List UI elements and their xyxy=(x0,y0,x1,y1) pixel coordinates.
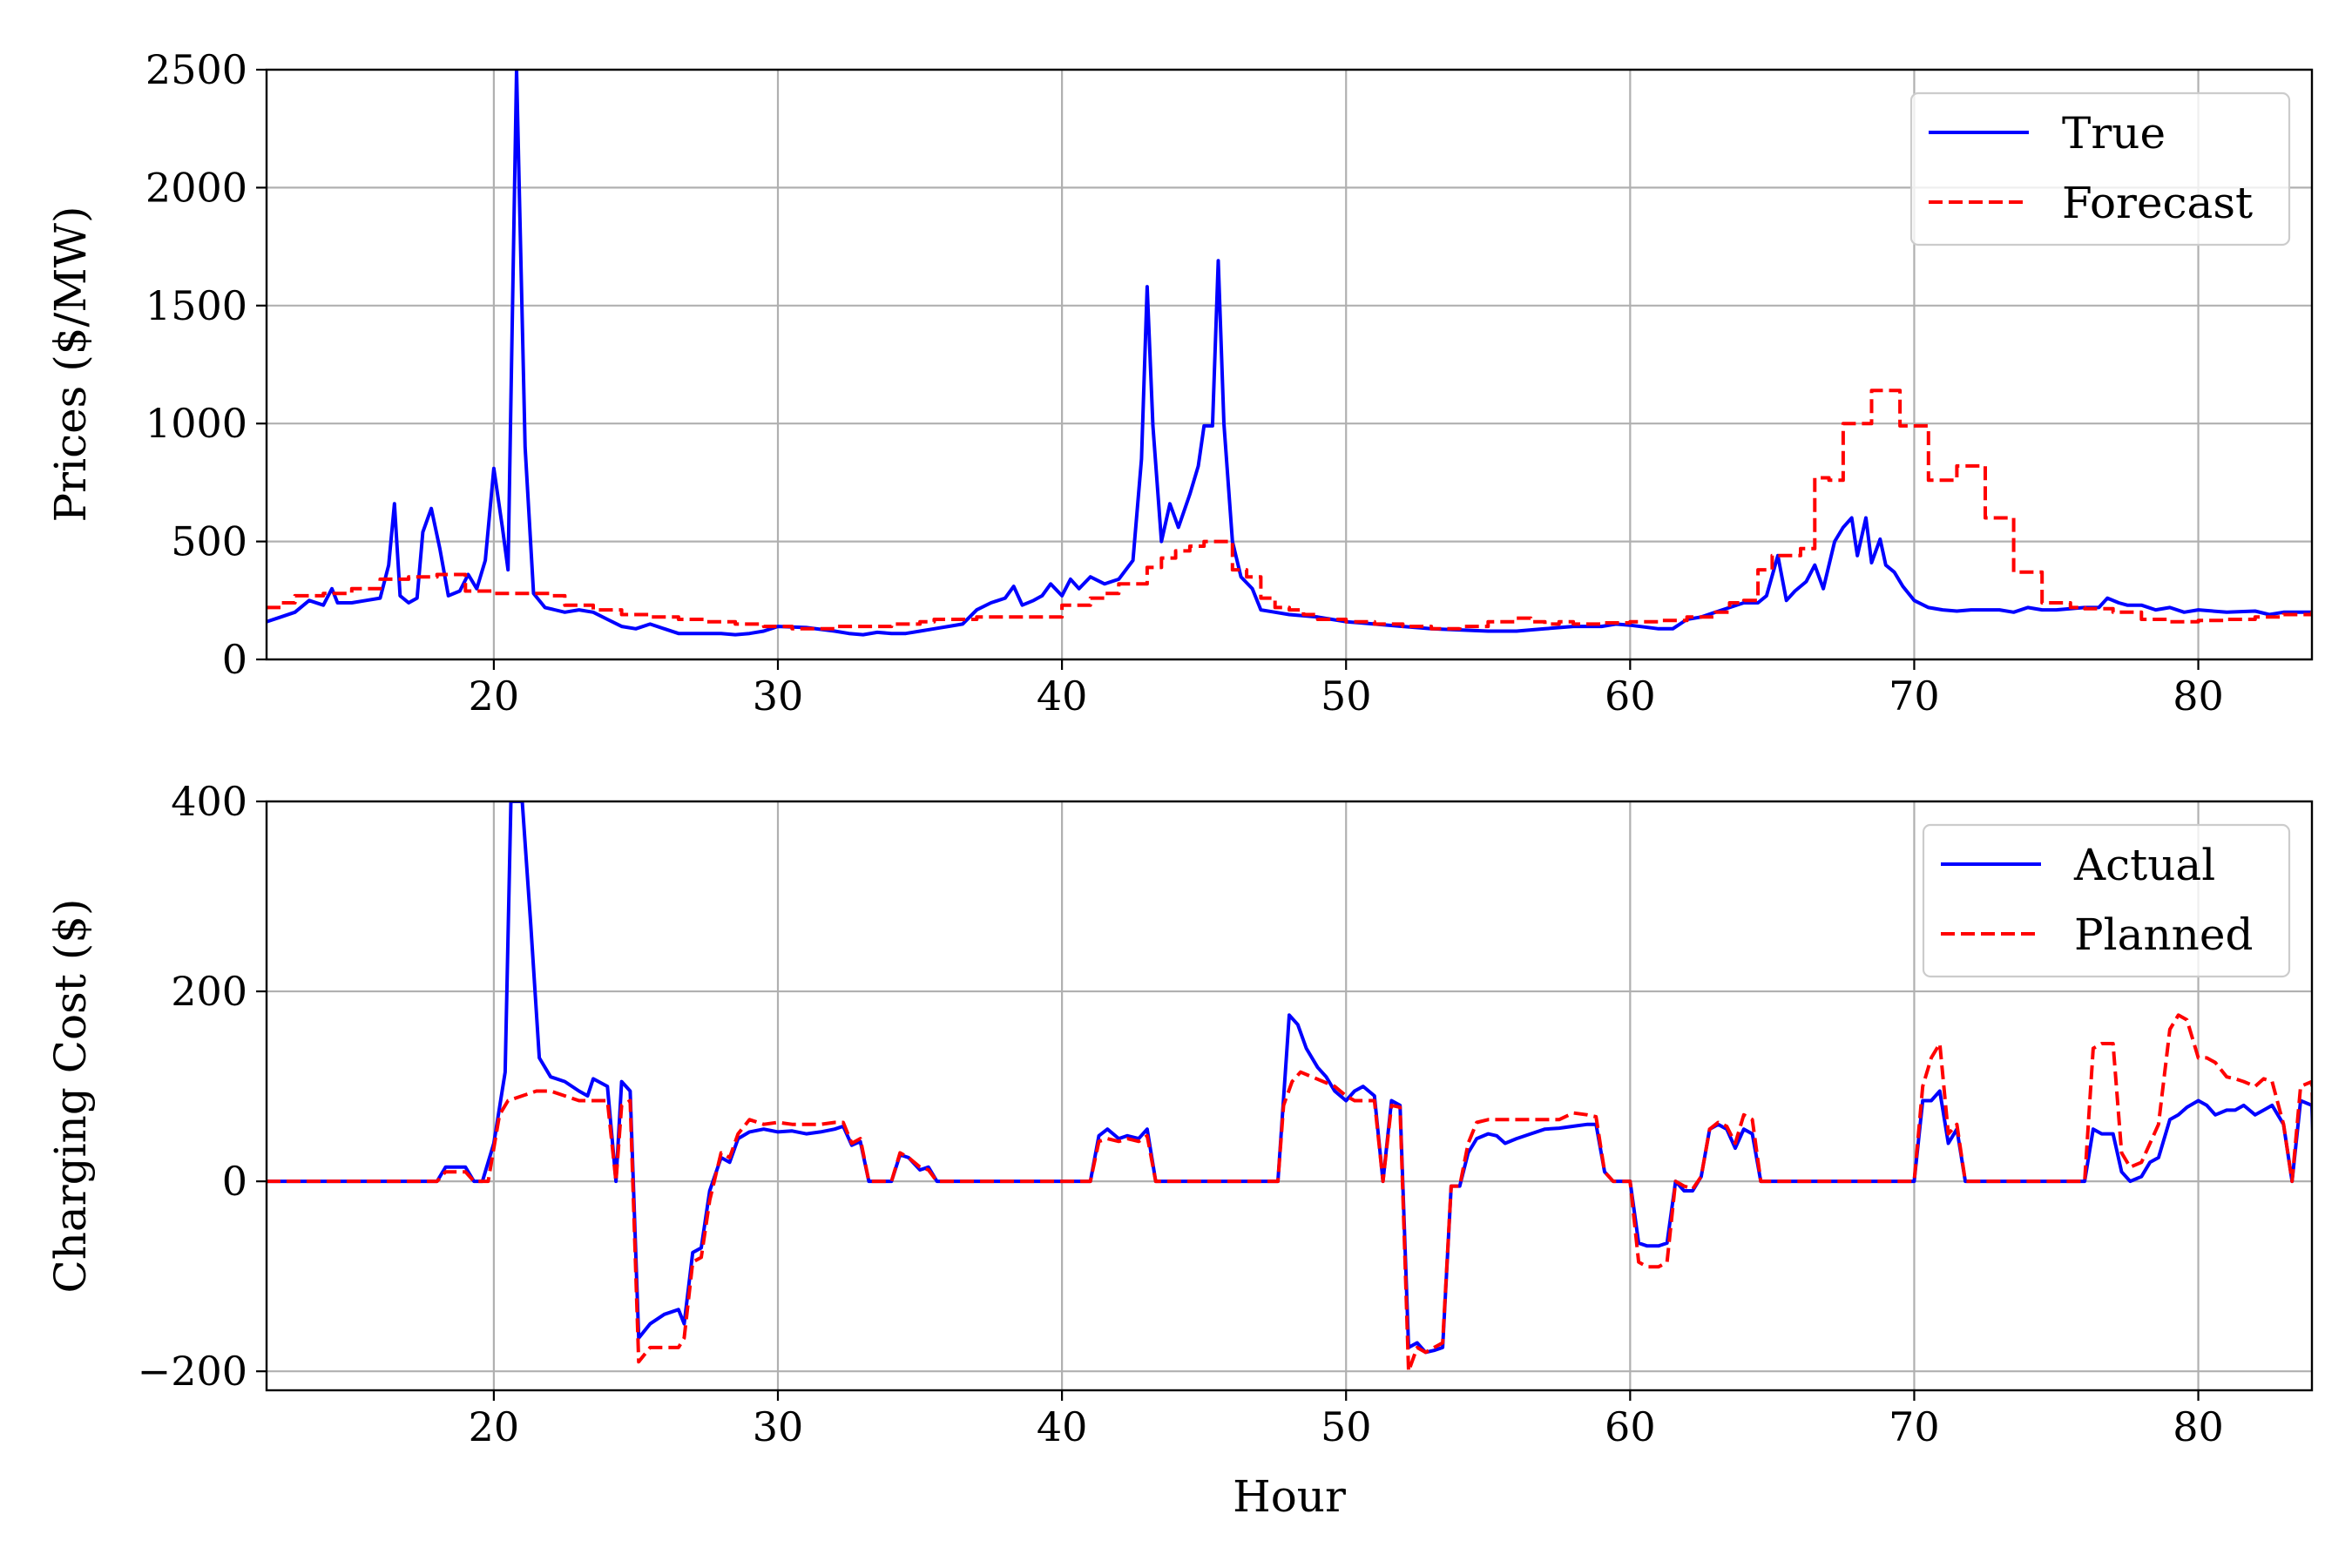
cost-y-tick-label: 200 xyxy=(171,968,247,1015)
cost-x-tick-label: 80 xyxy=(2173,1403,2224,1450)
price-y-tick-label: 0 xyxy=(222,636,247,683)
cost-x-tick-label: 40 xyxy=(1037,1403,1088,1450)
price-y-tick-label: 1000 xyxy=(145,400,247,447)
price-y-tick-label: 1500 xyxy=(145,282,247,329)
price-y-axis-label: Prices ($/MW) xyxy=(45,206,96,523)
cost-axes-frame xyxy=(265,800,2314,1392)
price-y-tick-label: 2000 xyxy=(145,164,247,211)
price-chart: 20 30 40 50 60 70 80 0 500 1000 1500 2000 2500 Price… xyxy=(45,46,2314,720)
price-series-forecast-line xyxy=(267,389,2312,631)
cost-y-axis-label: Charging Cost ($) xyxy=(45,898,96,1293)
price-series xyxy=(267,70,2312,637)
cost-ticks: 20 30 40 50 60 70 80 −200 0 200 400 xyxy=(138,778,2224,1450)
price-x-tick-label: 60 xyxy=(1605,672,1656,720)
price-legend-forecast-label: Forecast xyxy=(2062,178,2253,228)
cost-x-tick-label: 50 xyxy=(1321,1403,1372,1450)
cost-y-tick-label: 0 xyxy=(222,1158,247,1205)
price-axes-frame xyxy=(265,68,2314,661)
cost-legend-actual-label: Actual xyxy=(2073,840,2215,890)
price-y-tick-label: 500 xyxy=(171,518,247,565)
cost-x-tick-label: 70 xyxy=(1889,1403,1940,1450)
cost-x-tick-label: 20 xyxy=(469,1403,520,1450)
cost-y-tick-label: −200 xyxy=(138,1348,247,1395)
price-x-tick-label: 70 xyxy=(1889,672,1940,720)
price-legend: True Forecast xyxy=(1909,91,2291,247)
price-y-tick-label: 2500 xyxy=(145,46,247,93)
cost-legend: Actual Planned xyxy=(1922,823,2291,978)
cost-x-tick-label: 30 xyxy=(753,1403,804,1450)
cost-legend-planned-label: Planned xyxy=(2074,909,2253,960)
price-x-tick-label: 80 xyxy=(2173,672,2224,720)
cost-series-planned-line xyxy=(267,1013,2312,1374)
price-x-tick-label: 50 xyxy=(1321,672,1372,720)
price-x-tick-label: 30 xyxy=(753,672,804,720)
cost-series xyxy=(267,801,2312,1374)
charging-cost-chart: 20 30 40 50 60 70 80 −200 0 200 400 Charging Cost … xyxy=(45,778,2314,1522)
price-ticks: 20 30 40 50 60 70 80 0 500 1000 1500 2000 2500 xyxy=(145,46,2224,720)
cost-x-axis-label: Hour xyxy=(1233,1471,1346,1522)
price-x-tick-label: 20 xyxy=(469,672,520,720)
price-legend-true-label: True xyxy=(2062,108,2166,159)
cost-y-tick-label: 400 xyxy=(171,778,247,825)
price-x-tick-label: 40 xyxy=(1037,672,1088,720)
cost-x-tick-label: 60 xyxy=(1605,1403,1656,1450)
